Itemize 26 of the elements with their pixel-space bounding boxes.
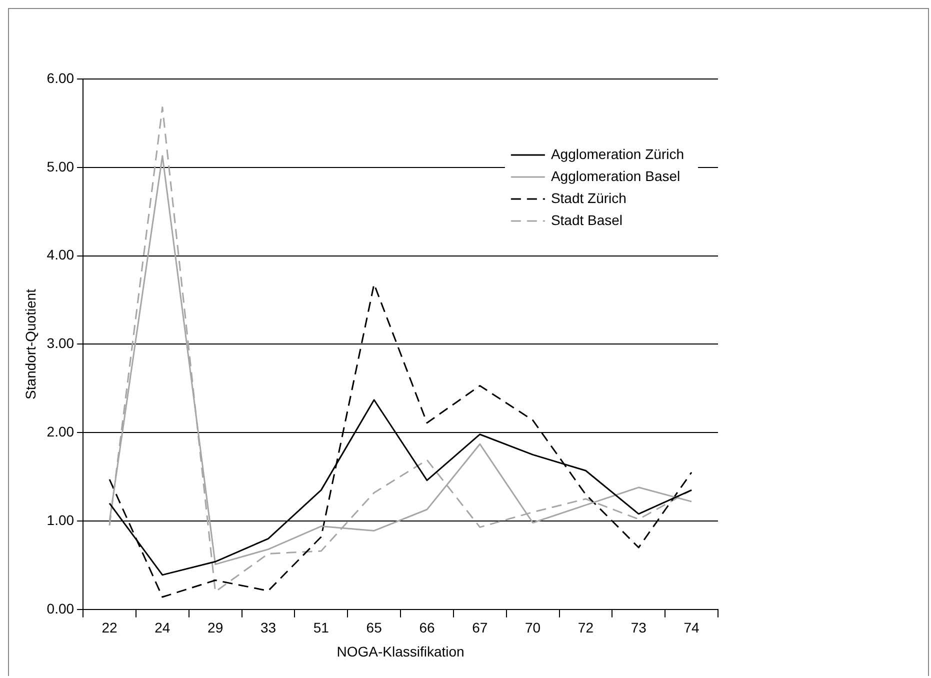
- x-tick-label: 65: [366, 620, 382, 636]
- x-tick-label: 33: [260, 620, 276, 636]
- x-tick-label: 22: [102, 620, 118, 636]
- legend-label: Stadt Basel: [550, 212, 623, 228]
- y-tick-label: 1.00: [46, 512, 74, 528]
- x-tick-label: 24: [154, 620, 170, 636]
- x-axis-title: NOGA-Klassifikation: [336, 643, 464, 660]
- y-axis-title: Standort-Quotient: [22, 288, 38, 400]
- y-tick-label: 3.00: [46, 335, 74, 352]
- x-tick-label: 51: [313, 620, 330, 636]
- x-tick-label: 67: [472, 620, 488, 636]
- y-tick-label: 5.00: [46, 158, 74, 174]
- x-tick-label: 74: [684, 620, 700, 636]
- legend-label: Stadt Zürich: [550, 190, 626, 206]
- x-tick-label: 72: [578, 620, 594, 636]
- y-tick-label: 4.00: [46, 246, 74, 263]
- y-tick-label: 0.00: [46, 600, 74, 616]
- y-tick-label: 6.00: [46, 70, 74, 86]
- y-tick-label: 2.00: [46, 423, 74, 440]
- line-series: [108, 106, 692, 592]
- x-tick-label: 29: [208, 620, 224, 636]
- legend-label: Agglomeration Basel: [550, 168, 680, 184]
- x-tick-label: 73: [630, 620, 647, 636]
- legend-label: Agglomeration Zürich: [550, 146, 684, 162]
- x-tick-label: 70: [525, 620, 541, 636]
- x-tick-label: 66: [419, 620, 435, 636]
